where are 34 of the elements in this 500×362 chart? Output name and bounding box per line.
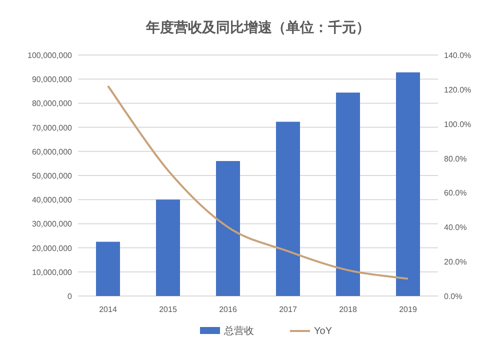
bar xyxy=(96,242,120,296)
y2-tick-label: 140.0% xyxy=(444,51,472,60)
y2-tick-label: 100.0% xyxy=(444,120,472,129)
y2-tick-label: 20.0% xyxy=(444,258,467,267)
x-tick-label: 2017 xyxy=(279,305,298,314)
x-tick-label: 2019 xyxy=(399,305,418,314)
y-tick-label: 50,000,000 xyxy=(32,172,73,180)
y2-tick-label: 120.0% xyxy=(444,85,472,94)
y-tick-label: 80,000,000 xyxy=(32,99,73,108)
x-tick-label: 2014 xyxy=(99,305,118,314)
y2-tick-label: 40.0% xyxy=(444,223,467,232)
y-tick-label: 70,000,000 xyxy=(32,123,73,132)
bar xyxy=(336,92,360,296)
y-tick-label: 20,000,000 xyxy=(32,244,73,253)
y-tick-label: 30,000,000 xyxy=(32,220,73,229)
bar xyxy=(156,200,180,296)
y-tick-label: 0 xyxy=(68,292,73,301)
chart-title: 年度营收及同比增速（单位：千元） xyxy=(145,19,370,35)
legend-label: YoY xyxy=(314,326,332,337)
y-tick-label: 100,000,000 xyxy=(28,51,73,60)
x-tick-label: 2016 xyxy=(219,305,238,314)
bar xyxy=(216,161,240,296)
legend-label: 总营收 xyxy=(223,325,254,337)
x-tick-label: 2018 xyxy=(339,305,358,314)
y-tick-label: 90,000,000 xyxy=(32,75,73,84)
x-tick-label: 2015 xyxy=(159,305,178,314)
y-tick-label: 60,000,000 xyxy=(32,147,73,156)
y-tick-label: 40,000,000 xyxy=(32,196,73,205)
y2-tick-label: 0.0% xyxy=(444,292,462,301)
y2-tick-label: 60.0% xyxy=(444,188,467,198)
bar xyxy=(276,122,300,296)
bar xyxy=(396,72,420,296)
y2-tick-label: 80.0% xyxy=(444,154,467,164)
y-tick-label: 10,000,000 xyxy=(32,268,73,277)
